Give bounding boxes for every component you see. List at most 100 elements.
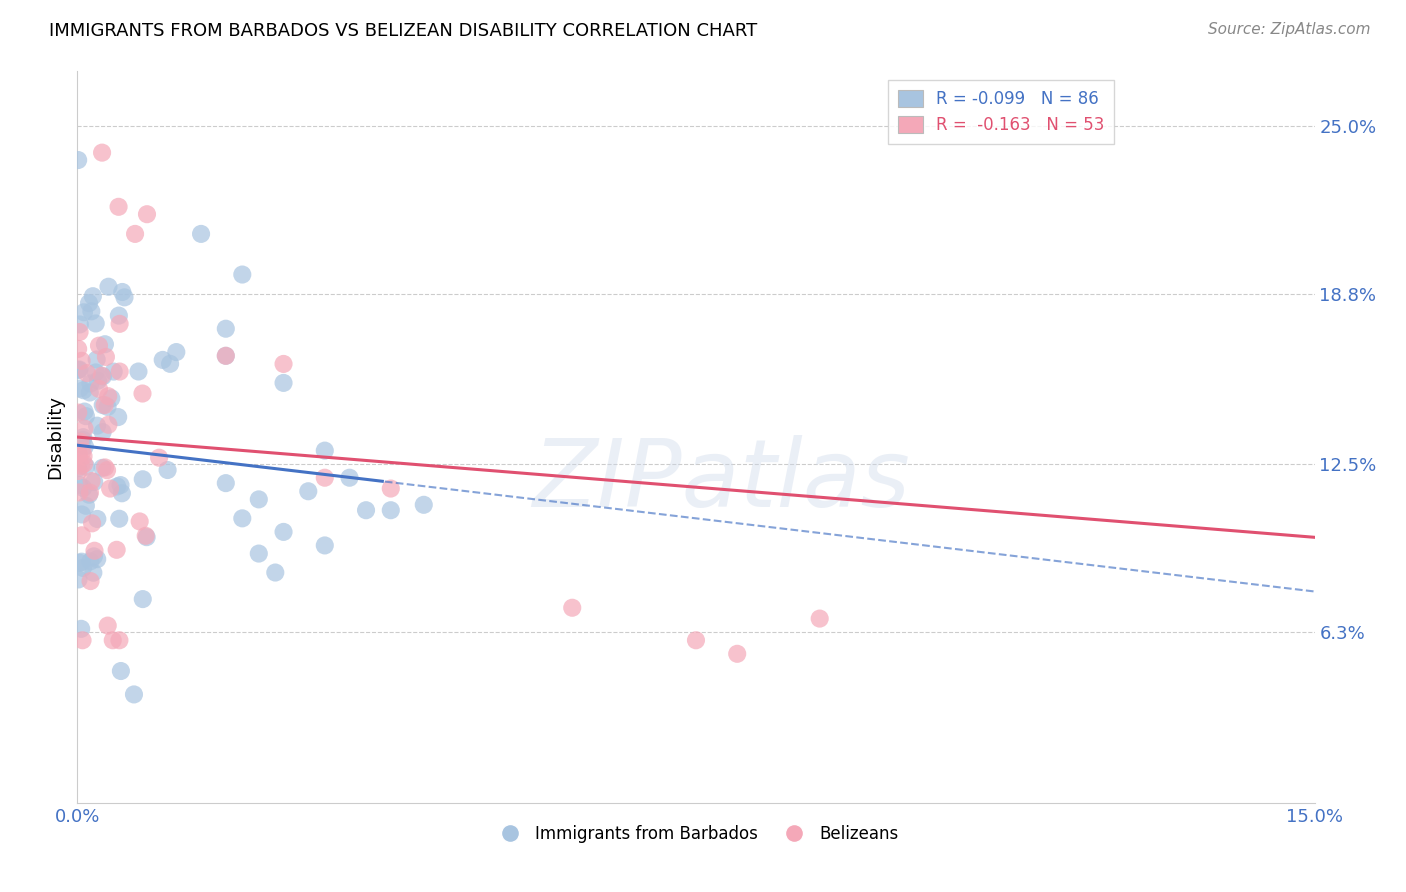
Point <box>165 345 187 359</box>
Point <box>98 482 121 496</box>
Point <box>67 363 90 377</box>
Point <box>190 227 212 241</box>
Point <box>70 555 93 569</box>
Point <box>314 443 336 458</box>
Point <box>67 342 90 356</box>
Point <box>79 376 101 391</box>
Point <box>231 268 253 282</box>
Point <box>159 357 181 371</box>
Point <box>148 450 170 465</box>
Point <box>110 478 132 492</box>
Point <box>96 463 118 477</box>
Point <box>114 290 136 304</box>
Point <box>297 484 319 499</box>
Point <box>136 207 159 221</box>
Point <box>91 425 114 439</box>
Point <box>67 461 90 475</box>
Point <box>77 488 100 502</box>
Point <box>70 622 93 636</box>
Point <box>105 542 128 557</box>
Point <box>215 476 238 491</box>
Point <box>86 352 108 367</box>
Point <box>83 543 105 558</box>
Point <box>86 512 108 526</box>
Point <box>685 633 707 648</box>
Point <box>79 574 101 588</box>
Point <box>122 688 145 702</box>
Text: ZIPatlas: ZIPatlas <box>531 435 910 526</box>
Point <box>77 296 100 310</box>
Point <box>264 566 287 580</box>
Point <box>111 486 134 500</box>
Point <box>86 552 108 566</box>
Point <box>84 366 107 380</box>
Point <box>561 600 583 615</box>
Point <box>108 317 131 331</box>
Point <box>97 417 120 432</box>
Point <box>79 554 101 568</box>
Point <box>80 516 103 531</box>
Point <box>79 385 101 400</box>
Point <box>67 573 90 587</box>
Point <box>110 664 132 678</box>
Point <box>69 556 91 570</box>
Point <box>84 317 107 331</box>
Point <box>93 398 115 412</box>
Point <box>67 464 90 478</box>
Point <box>273 376 295 390</box>
Point <box>247 492 270 507</box>
Point <box>215 349 238 363</box>
Point <box>412 498 434 512</box>
Point <box>107 200 129 214</box>
Point <box>76 366 98 380</box>
Point <box>131 386 153 401</box>
Point <box>72 433 94 447</box>
Point <box>152 352 174 367</box>
Point <box>91 369 114 384</box>
Point <box>82 566 104 580</box>
Point <box>215 349 238 363</box>
Point <box>75 409 97 424</box>
Point <box>94 460 117 475</box>
Point <box>273 524 295 539</box>
Point <box>103 365 125 379</box>
Point <box>101 633 124 648</box>
Point <box>273 357 295 371</box>
Point <box>67 362 90 376</box>
Point <box>83 475 105 489</box>
Point <box>380 503 402 517</box>
Point <box>70 354 93 368</box>
Point <box>107 410 129 425</box>
Point <box>70 458 93 473</box>
Point <box>215 322 238 336</box>
Text: IMMIGRANTS FROM BARBADOS VS BELIZEAN DISABILITY CORRELATION CHART: IMMIGRANTS FROM BARBADOS VS BELIZEAN DIS… <box>49 22 758 40</box>
Point <box>72 430 94 444</box>
Text: Source: ZipAtlas.com: Source: ZipAtlas.com <box>1208 22 1371 37</box>
Point <box>67 153 90 167</box>
Point <box>91 398 114 412</box>
Point <box>808 611 831 625</box>
Point <box>73 404 96 418</box>
Point <box>97 279 120 293</box>
Point <box>70 528 93 542</box>
Point <box>127 364 149 378</box>
Point <box>67 447 90 461</box>
Point <box>73 457 96 471</box>
Point <box>67 477 90 491</box>
Legend: Immigrants from Barbados, Belizeans: Immigrants from Barbados, Belizeans <box>486 818 905 849</box>
Point <box>135 529 157 543</box>
Point <box>128 515 150 529</box>
Point <box>79 485 101 500</box>
Point <box>105 479 128 493</box>
Point <box>108 512 131 526</box>
Point <box>73 305 96 319</box>
Point <box>111 285 134 299</box>
Point <box>80 474 103 488</box>
Point <box>69 318 91 332</box>
Point <box>100 392 122 406</box>
Point <box>94 337 117 351</box>
Point <box>94 350 117 364</box>
Point <box>380 482 402 496</box>
Point <box>314 538 336 552</box>
Point <box>87 339 110 353</box>
